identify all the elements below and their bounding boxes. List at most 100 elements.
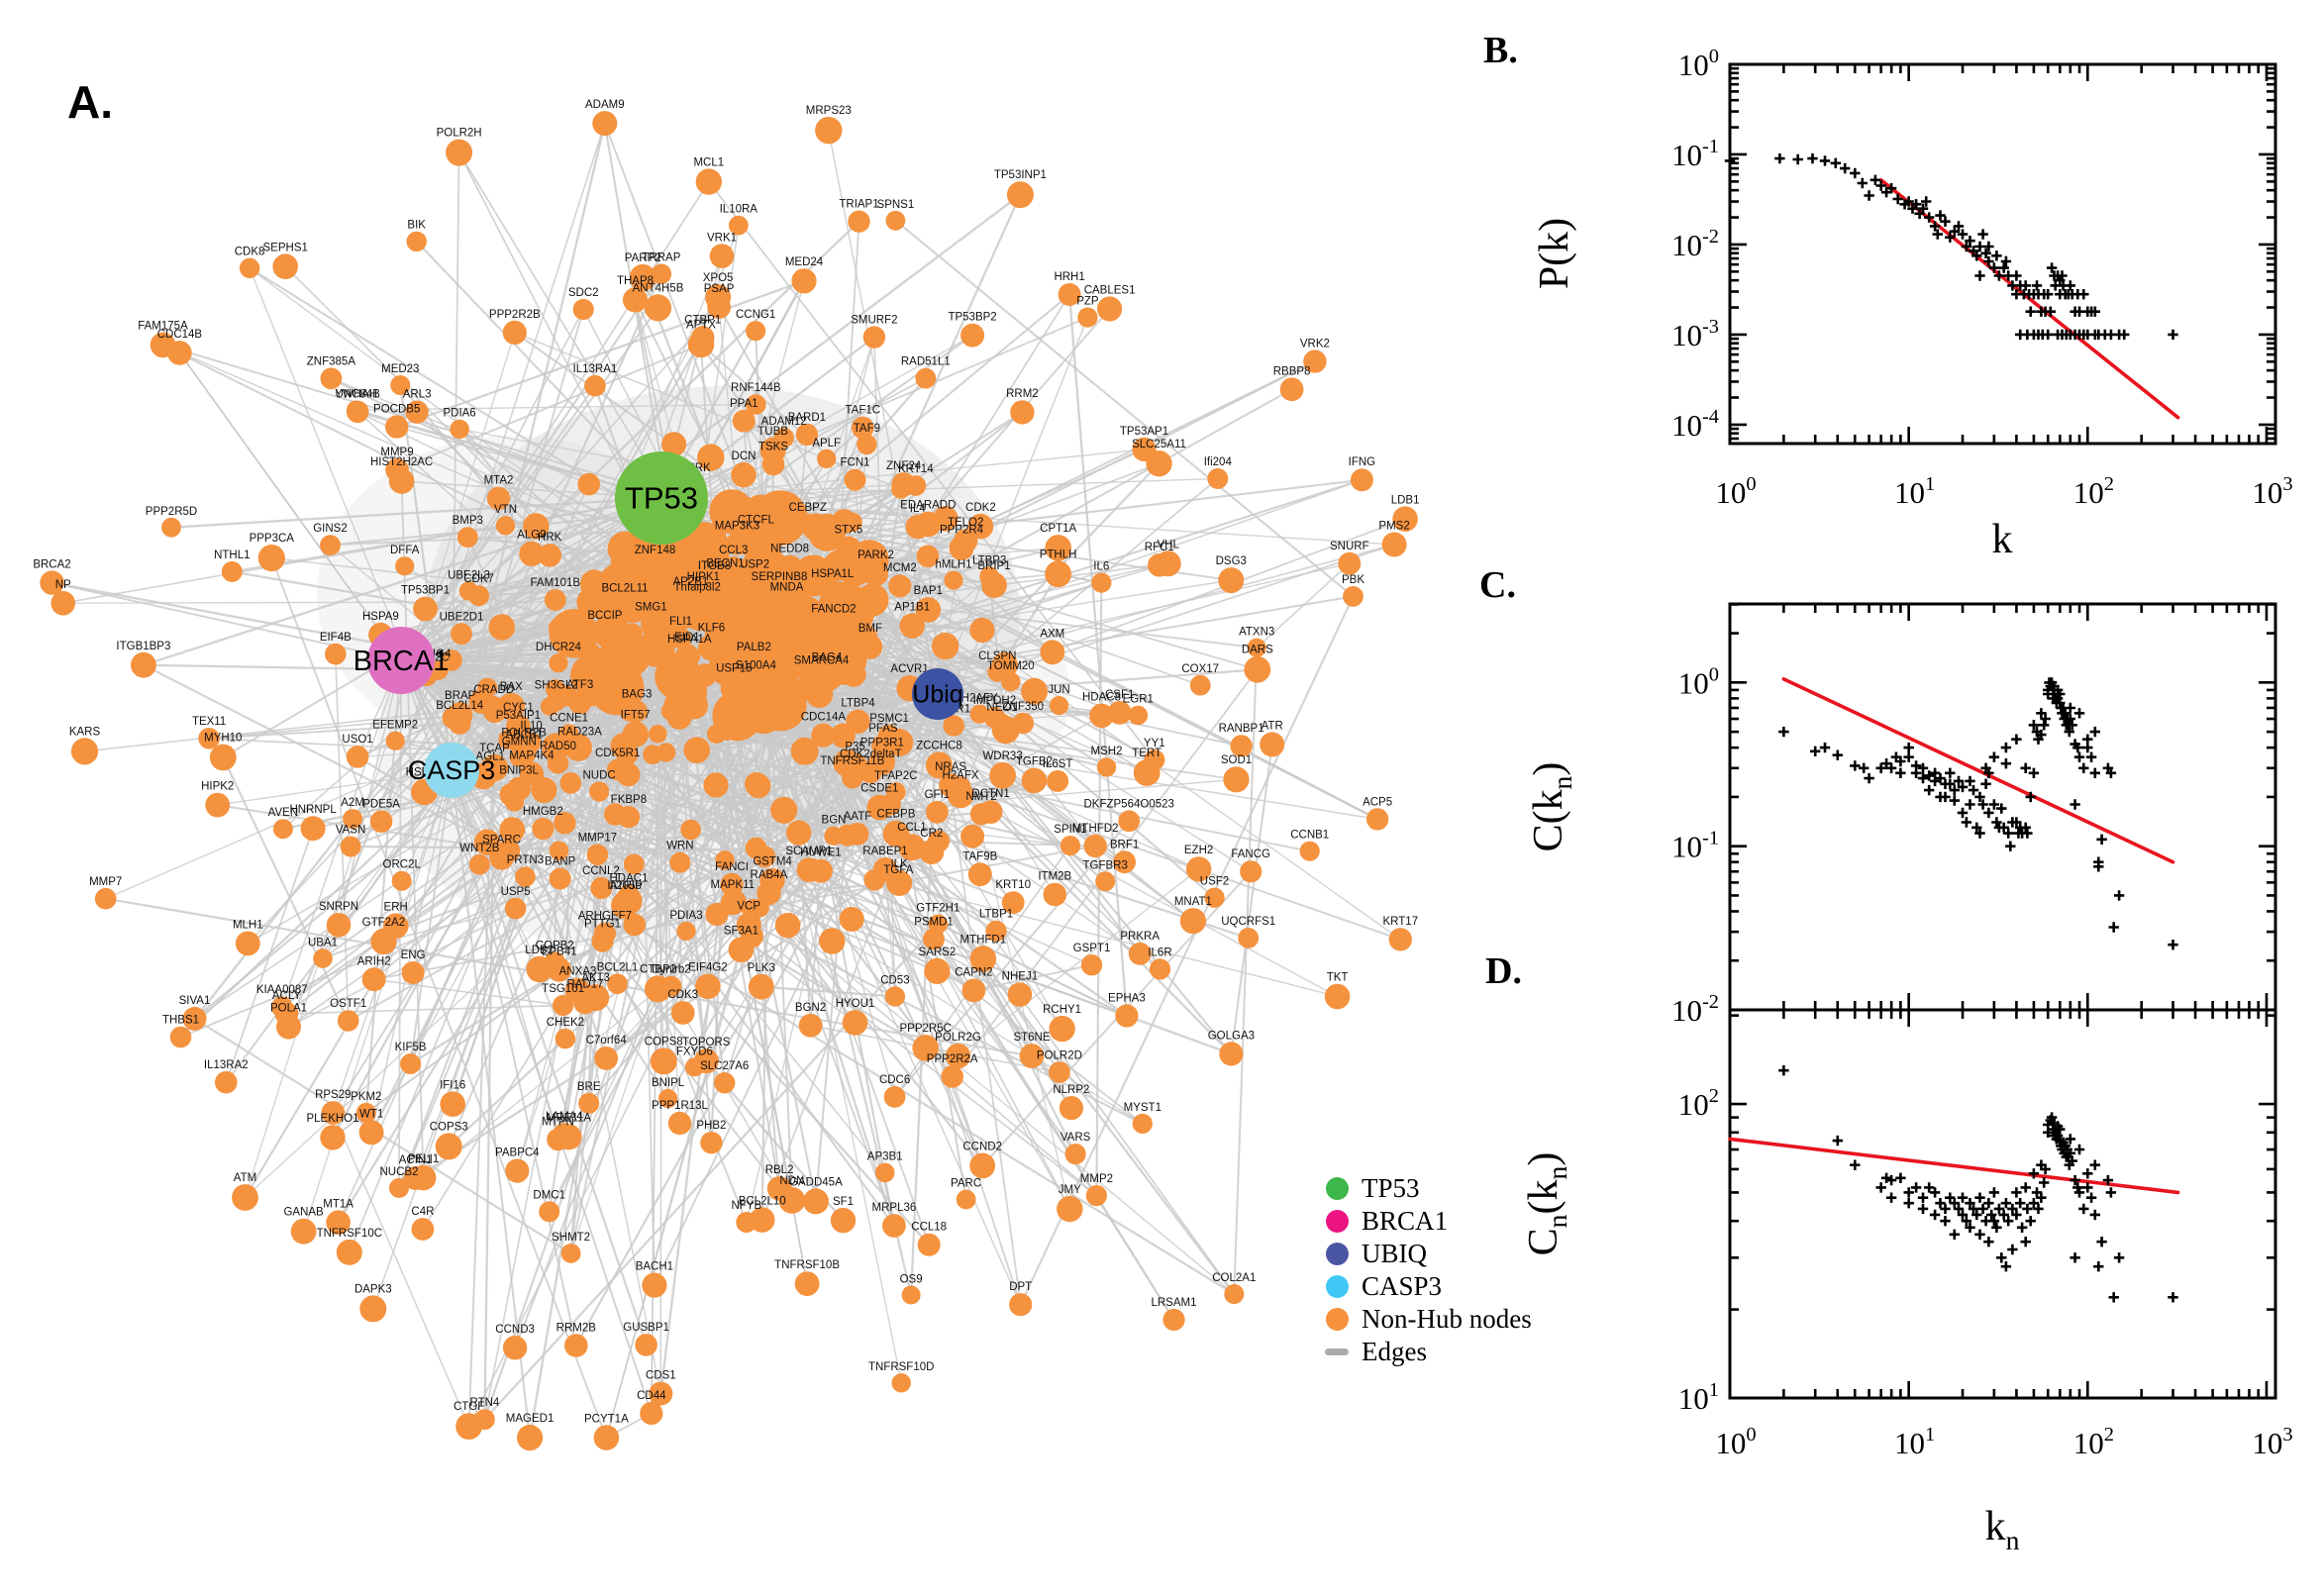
network-node-label: CCNE1 (550, 712, 588, 724)
network-node-label: ITGB8 (698, 560, 731, 572)
network-node (411, 1218, 435, 1241)
network-node (844, 468, 866, 491)
network-node-label: WT1 (359, 1108, 383, 1120)
network-node-label: COPS8 (645, 1036, 683, 1047)
network-node-label: PPP1R13L (652, 1100, 709, 1112)
network-node (586, 844, 609, 866)
network-node-label: HUWE1 (800, 848, 842, 859)
network-node-label: IFNG (1349, 456, 1376, 468)
network-node-label: PPP2R2B (489, 309, 541, 321)
legend: TP53 BRCA1 UBIQ CASP3 Non-Hub nodes Edge… (1325, 1172, 1532, 1368)
network-node-label: RAB4A (751, 869, 788, 881)
network-node (848, 210, 870, 233)
network-node-label: ACP5 (1363, 796, 1392, 808)
network-edge (868, 558, 1378, 821)
network-node (593, 1425, 620, 1450)
network-node (794, 1271, 820, 1296)
network-node-label: LTBP1 (979, 909, 1013, 921)
network-node-label: MTHFD2 (1072, 823, 1119, 835)
network-node (720, 891, 745, 916)
network-node (150, 332, 176, 358)
network-node-label: KRT14 (898, 463, 934, 475)
network-node (131, 651, 156, 678)
hub-node-ubiq (912, 668, 963, 720)
network-node-label: HSPA9 (362, 611, 399, 623)
chart-d: 100 101 102 103 102 101 kn Cn(kn) (1521, 1008, 2293, 1555)
network-node (582, 984, 610, 1012)
network-node (746, 526, 766, 548)
network-node (979, 566, 1000, 587)
network-node (836, 536, 861, 561)
network-node-label: PCYT1A (584, 1413, 629, 1425)
network-node-label: HNRNPL (289, 804, 337, 816)
network-node (169, 1026, 192, 1048)
network-node-label: BECN1 (706, 557, 744, 569)
network-node-label: ITM2B (1038, 871, 1071, 883)
network-node-label: SNRPN (319, 901, 358, 913)
network-node (1244, 655, 1271, 683)
network-node-label: GTF2H1 (916, 903, 960, 915)
network-node-label: ERH (384, 901, 408, 913)
network-node (272, 253, 299, 280)
network-node (912, 1035, 939, 1061)
tick-label: 100 (1678, 46, 1719, 82)
network-node-label: BIK (407, 220, 426, 232)
network-node (969, 617, 995, 644)
network-node (658, 1088, 678, 1109)
network-node-label: BAP1 (914, 585, 943, 597)
network-node-label: HDAC1 (610, 872, 649, 884)
network-node (581, 643, 601, 662)
network-node (413, 596, 438, 622)
network-node-label: BANP (545, 856, 576, 868)
network-node-label: MCM2 (883, 562, 917, 574)
network-node-label: RAD51L1 (901, 356, 951, 368)
network-node-label: SPNS1 (877, 199, 915, 211)
axis-ticks (1728, 1010, 2275, 1400)
network-node (642, 1272, 667, 1298)
network-node-label: MTPN (542, 1117, 574, 1129)
network-node (215, 1070, 238, 1094)
network-node (343, 809, 363, 830)
network-node-label: HDAC8 (1082, 692, 1121, 704)
network-node (660, 975, 682, 997)
network-edge (222, 756, 350, 1022)
network-node-label: PPP2R4 (940, 524, 984, 536)
network-node (985, 920, 1007, 943)
network-node (549, 867, 571, 890)
network-node-label: TKT (1327, 972, 1349, 984)
network-node (916, 545, 940, 568)
network-node (676, 921, 696, 942)
network-node-label: COPB2 (536, 940, 574, 951)
network-node-label: CSF1 (1105, 689, 1134, 701)
network-node-label: DCTN1 (971, 788, 1009, 800)
network-node-label: PSMD1 (914, 917, 954, 929)
network-node-label: MED23 (381, 363, 419, 375)
network-edge (660, 316, 1088, 499)
network-edges (51, 123, 1406, 1439)
network-node-label: H2AFX (942, 769, 978, 781)
network-node-label: C7orf64 (586, 1035, 628, 1047)
network-edge (143, 496, 662, 666)
network-node (1204, 887, 1225, 908)
network-node-label: GFI1 (925, 789, 951, 801)
network-edge (937, 693, 1142, 954)
network-node (1007, 982, 1033, 1007)
network-node (515, 866, 536, 887)
network-node (1001, 891, 1025, 914)
network-node (1279, 377, 1304, 402)
tick-label: 100 (1715, 1424, 1756, 1460)
network-node-label: MTHFD1 (960, 934, 1006, 946)
tick-label: 100 (1715, 473, 1756, 510)
hub-node-casp3 (424, 743, 479, 798)
network-node (446, 139, 473, 166)
legend-label: CASP3 (1362, 1271, 1443, 1301)
network-node (814, 663, 840, 689)
network-node (684, 1057, 704, 1077)
network-node-label: IL10RA (720, 204, 758, 216)
tick-label: 101 (1894, 473, 1935, 510)
network-node-label: BCL2L11 (601, 583, 648, 595)
tick-label: 10-2 (1671, 991, 1719, 1028)
network-node (736, 592, 757, 613)
network-node (1006, 181, 1034, 209)
tick-label: 10-4 (1671, 406, 1719, 443)
